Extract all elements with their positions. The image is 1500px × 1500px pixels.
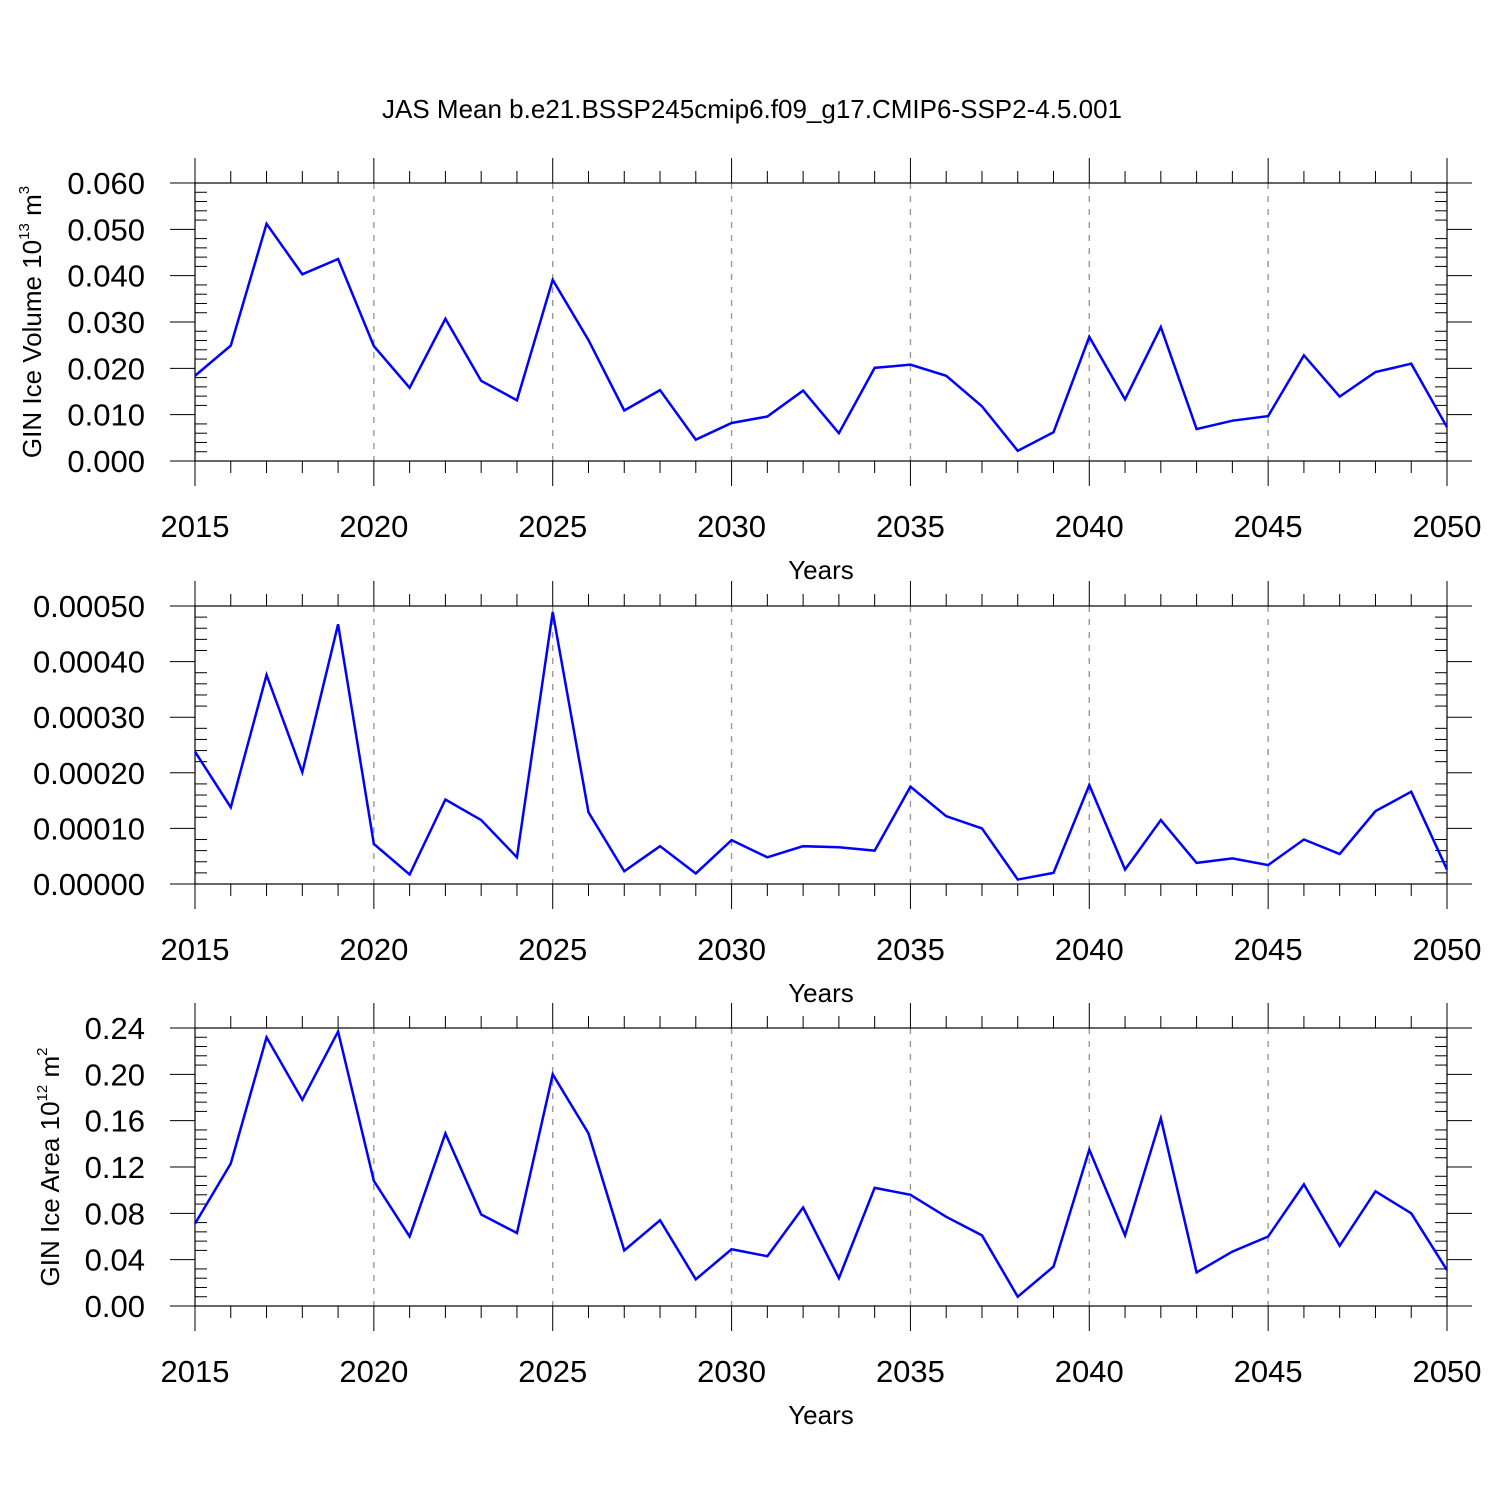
series-line (193, 611, 1449, 881)
y-tick-label: 0.00030 (33, 700, 145, 735)
series-line (194, 220, 1449, 453)
y-tick-label: 0.08 (85, 1196, 145, 1231)
y-axis-title: GIN Snow Volume 1013 m3 (0, 594, 5, 897)
x-tick-label: 2015 (161, 1354, 230, 1389)
y-tick-label: 0.16 (85, 1104, 145, 1139)
x-tick-label: 2030 (697, 1354, 766, 1389)
x-axis-title: Years (788, 978, 854, 1008)
y-tick-label: 0.00 (85, 1289, 145, 1324)
x-tick-label: 2025 (518, 1354, 587, 1389)
y-tick-label: 0.040 (67, 259, 145, 294)
x-tick-label: 2025 (518, 932, 587, 967)
plot-frame (194, 605, 1448, 885)
series-line (193, 1027, 1449, 1299)
x-axis-title: Years (788, 1400, 854, 1430)
panel-2: 0.00000 0.00010 0.00020 0.00030 0.00040 0.000… (0, 581, 1481, 1008)
y-tick-label: 0.04 (85, 1243, 145, 1278)
panel-1: 0.000 0.010 0.020 0.030 0.040 0.050 0.060 2015 2… (16, 158, 1481, 585)
x-tick-label: 2050 (1413, 932, 1482, 967)
y-tick-label: 0.00010 (33, 811, 145, 846)
y-tick-label: 0.00050 (33, 589, 145, 624)
y-tick-label: 0.030 (67, 305, 145, 340)
x-tick-label: 2025 (518, 509, 587, 544)
plot-frame (194, 1027, 1448, 1307)
tick-marks (170, 158, 1472, 486)
x-tick-label: 2045 (1234, 1354, 1303, 1389)
x-tick-label: 2050 (1413, 509, 1482, 544)
main-title: JAS Mean b.e21.BSSP245cmip6.f09_g17.CMIP… (382, 94, 1122, 124)
y-tick-label: 0.20 (85, 1057, 145, 1092)
tick-marks (170, 581, 1472, 909)
x-tick-label: 2035 (876, 932, 945, 967)
x-tick-label: 2040 (1055, 932, 1124, 967)
x-tick-label: 2030 (697, 932, 766, 967)
y-tick-label: 0.050 (67, 212, 145, 247)
y-axis-title: GIN Ice Volume 1013 m3 (16, 186, 47, 458)
x-tick-label: 2020 (339, 1354, 408, 1389)
y-tick-label: 0.00040 (33, 645, 145, 680)
y-tick-label: 0.010 (67, 398, 145, 433)
y-axis-title: GIN Ice Area 1012 m2 (34, 1048, 65, 1287)
x-tick-label: 2040 (1055, 509, 1124, 544)
panel-3: 0.00 0.04 0.08 0.12 0.16 0.20 0.24 2015 2020 2025… (34, 1003, 1481, 1430)
y-tick-label: 0.00000 (33, 867, 145, 902)
y-tick-label: 0.060 (67, 166, 145, 201)
x-tick-label: 2035 (876, 509, 945, 544)
x-tick-label: 2015 (161, 932, 230, 967)
x-tick-label: 2045 (1234, 932, 1303, 967)
x-tick-label: 2030 (697, 509, 766, 544)
plot-frame (194, 182, 1448, 462)
y-tick-label: 0.000 (67, 444, 145, 479)
x-tick-label: 2020 (339, 932, 408, 967)
x-tick-label: 2020 (339, 509, 408, 544)
x-tick-label: 2015 (161, 509, 230, 544)
x-axis-title: Years (788, 555, 854, 585)
y-tick-label: 0.24 (85, 1011, 145, 1046)
x-tick-label: 2040 (1055, 1354, 1124, 1389)
y-tick-label: 0.00020 (33, 756, 145, 791)
x-tick-label: 2045 (1234, 509, 1303, 544)
y-tick-label: 0.020 (67, 351, 145, 386)
x-tick-label: 2050 (1413, 1354, 1482, 1389)
y-tick-label: 0.12 (85, 1150, 145, 1185)
tick-marks (170, 1003, 1472, 1331)
x-tick-label: 2035 (876, 1354, 945, 1389)
